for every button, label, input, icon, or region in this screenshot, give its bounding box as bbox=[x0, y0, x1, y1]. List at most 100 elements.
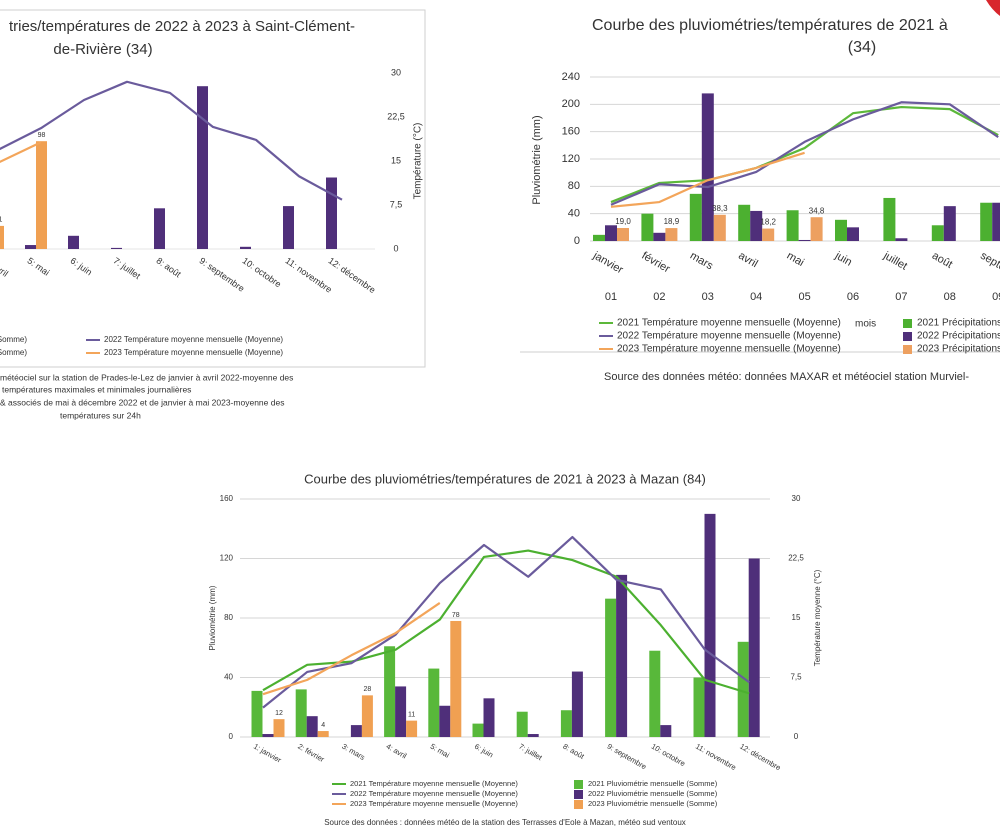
chart-title: tries/températures de 2022 à 2023 à Sain… bbox=[9, 18, 355, 35]
legend-label: 2022 Pluviométrie mensuelle (Somme) bbox=[0, 335, 27, 344]
x-tick-label: 3: mars bbox=[340, 742, 366, 762]
y2-tick-label: 22,5 bbox=[788, 554, 804, 563]
x-tick-label: 4: avril bbox=[0, 255, 10, 278]
bar bbox=[992, 202, 1000, 241]
bar bbox=[439, 705, 451, 737]
bar bbox=[737, 641, 749, 737]
bar bbox=[68, 235, 79, 249]
legend-swatch bbox=[574, 780, 583, 789]
bar bbox=[931, 225, 944, 241]
bar bbox=[835, 219, 847, 241]
y2-tick-label: 15 bbox=[391, 155, 401, 165]
legend-label: 2022 Température moyenne mensuelle (Moye… bbox=[104, 335, 283, 344]
chart-title: (34) bbox=[848, 39, 876, 56]
bar bbox=[605, 225, 617, 241]
bar bbox=[251, 690, 263, 737]
x-code-label: 08 bbox=[944, 291, 956, 303]
y-tick-label: 200 bbox=[562, 98, 580, 110]
x-code-label: 04 bbox=[750, 291, 762, 303]
bar bbox=[306, 716, 318, 737]
bar bbox=[701, 93, 714, 242]
data-label: 98 bbox=[38, 132, 46, 139]
x-tick-label: 9: septembre bbox=[197, 255, 246, 293]
data-label: 78 bbox=[452, 612, 460, 619]
x-tick-label: 9: septembre bbox=[606, 742, 648, 772]
y-tick-label: 0 bbox=[229, 732, 234, 741]
legend-label: 2021 Température moyenne mensuelle (Moye… bbox=[350, 779, 518, 788]
bar bbox=[689, 193, 702, 241]
bar bbox=[605, 598, 617, 737]
x-tick-label: 8: août bbox=[154, 255, 183, 279]
bar bbox=[472, 723, 484, 737]
data-label: 38,3 bbox=[712, 204, 728, 213]
legend-label: 2021 Pluviométrie mensuelle (Somme) bbox=[588, 779, 718, 788]
x-tick-label: 7: juillet bbox=[111, 255, 142, 281]
x-code-label: 09 bbox=[992, 291, 1000, 303]
x-tick-label: 11: novembre bbox=[283, 255, 333, 294]
x-axis-label: mois bbox=[855, 319, 876, 330]
x-tick-label: 10: octobre bbox=[650, 742, 687, 769]
note: météociel sur la station de Prades-le-Le… bbox=[0, 372, 293, 382]
legend-label: 2021 Précipitations bbox=[917, 318, 1000, 329]
chart-title: de-Rivière (34) bbox=[53, 41, 152, 58]
line-series bbox=[0, 141, 42, 164]
x-tick-label: février bbox=[639, 250, 672, 276]
y2-tick-label: 0 bbox=[393, 243, 398, 253]
line-series bbox=[262, 602, 441, 696]
bar bbox=[295, 689, 307, 737]
y-tick-label: 80 bbox=[224, 613, 233, 622]
x-tick-label: août bbox=[930, 250, 955, 271]
x-code-label: 05 bbox=[798, 291, 810, 303]
bar bbox=[571, 671, 583, 737]
legend-swatch bbox=[903, 345, 912, 354]
data-label: 12 bbox=[275, 710, 283, 717]
x-tick-label: juin bbox=[832, 249, 854, 268]
bar bbox=[361, 695, 373, 737]
bar bbox=[750, 210, 763, 241]
bar bbox=[36, 141, 47, 249]
bar bbox=[786, 210, 799, 241]
bar bbox=[616, 574, 628, 737]
legend-label: 2023 Pluviométrie mensuelle (Somme) bbox=[588, 799, 718, 808]
x-code-label: 03 bbox=[702, 291, 714, 303]
bar bbox=[943, 206, 956, 241]
bar bbox=[197, 86, 208, 249]
bar bbox=[428, 668, 440, 737]
line-series bbox=[0, 80, 343, 201]
y-tick-label: 160 bbox=[562, 126, 580, 138]
bar bbox=[798, 239, 811, 241]
data-label: 4 bbox=[321, 722, 325, 729]
bar bbox=[883, 197, 896, 241]
y-tick-label: 240 bbox=[562, 71, 580, 83]
bar bbox=[326, 177, 337, 249]
chart-frame bbox=[0, 9, 426, 368]
legend-swatch bbox=[574, 790, 583, 799]
source: Source des données météo: données MAXAR … bbox=[604, 371, 969, 383]
y2-tick-label: 7,5 bbox=[790, 673, 802, 682]
legend-swatch bbox=[574, 800, 583, 809]
bar bbox=[406, 720, 418, 737]
x-tick-label: 12: décembre bbox=[326, 255, 377, 295]
x-tick-label: 6: juin bbox=[473, 742, 495, 760]
bar bbox=[617, 228, 629, 241]
y2-tick-label: 15 bbox=[792, 613, 801, 622]
bar bbox=[516, 711, 528, 737]
bar bbox=[653, 232, 666, 241]
data-label: 28 bbox=[364, 686, 372, 693]
x-tick-label: 11: novembre bbox=[694, 742, 738, 772]
bar bbox=[748, 558, 760, 737]
bar bbox=[527, 734, 539, 737]
bar bbox=[0, 225, 4, 249]
legend-label: 2023 Précipitations bbox=[917, 344, 1000, 355]
line-series bbox=[262, 549, 750, 695]
bar bbox=[273, 719, 285, 737]
legend-label: 2023 Température moyenne mensuelle (Moye… bbox=[104, 348, 283, 357]
line-series bbox=[262, 535, 750, 709]
x-code-label: 06 bbox=[847, 291, 859, 303]
bar bbox=[704, 513, 716, 737]
legend-label: 2022 Pluviométrie mensuelle (Somme) bbox=[588, 789, 718, 798]
note: températures maximales et minimales jour… bbox=[2, 384, 191, 394]
y2-tick-label: 22,5 bbox=[387, 111, 405, 121]
data-label: 21 bbox=[0, 217, 2, 224]
